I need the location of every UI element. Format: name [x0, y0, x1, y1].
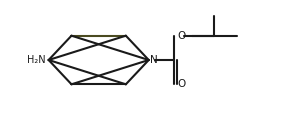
- Text: O: O: [177, 79, 186, 89]
- Text: O: O: [177, 31, 186, 41]
- Text: N: N: [150, 55, 158, 65]
- Text: H₂N: H₂N: [27, 55, 46, 65]
